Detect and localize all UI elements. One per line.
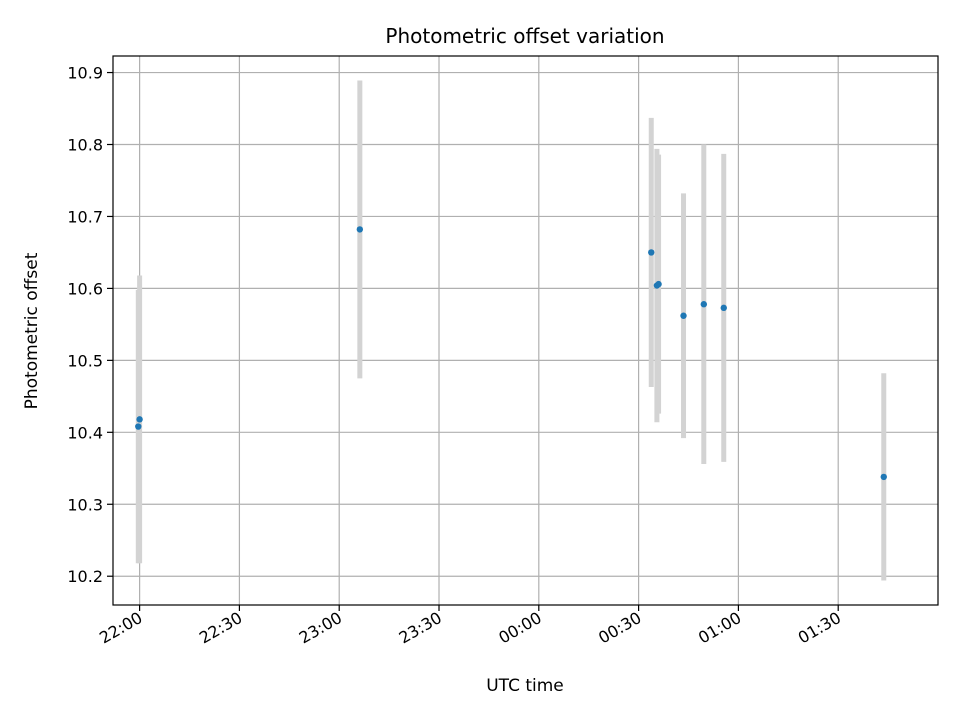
y-tick-label: 10.8 xyxy=(67,136,103,155)
data-points xyxy=(135,226,887,481)
y-axis: 10.2 10.3 10.4 10.5 10.6 10.7 10.8 10.9 xyxy=(67,64,113,586)
y-tick-label: 10.7 xyxy=(67,207,103,226)
plot-frame xyxy=(112,55,939,606)
data-point xyxy=(648,249,655,256)
data-point xyxy=(700,301,708,308)
y-axis-title: Photometric offset xyxy=(22,252,42,409)
y-tick-label: 10.4 xyxy=(67,423,103,442)
y-tick-label: 10.5 xyxy=(67,351,103,370)
data-point xyxy=(136,416,143,423)
data-point xyxy=(655,280,662,288)
data-point xyxy=(135,423,142,430)
y-tick-label: 10.3 xyxy=(67,495,103,514)
data-point xyxy=(880,473,887,481)
grid xyxy=(113,56,938,605)
y-tick-label: 10.9 xyxy=(67,64,103,83)
data-point xyxy=(720,304,727,312)
y-tick-label: 10.2 xyxy=(67,567,103,586)
x-axis-title: UTC time xyxy=(486,676,564,696)
chart-title: Photometric offset variation xyxy=(385,24,664,48)
data-point xyxy=(680,312,687,319)
y-tick-label: 10.6 xyxy=(67,279,103,298)
data-point xyxy=(356,226,364,233)
